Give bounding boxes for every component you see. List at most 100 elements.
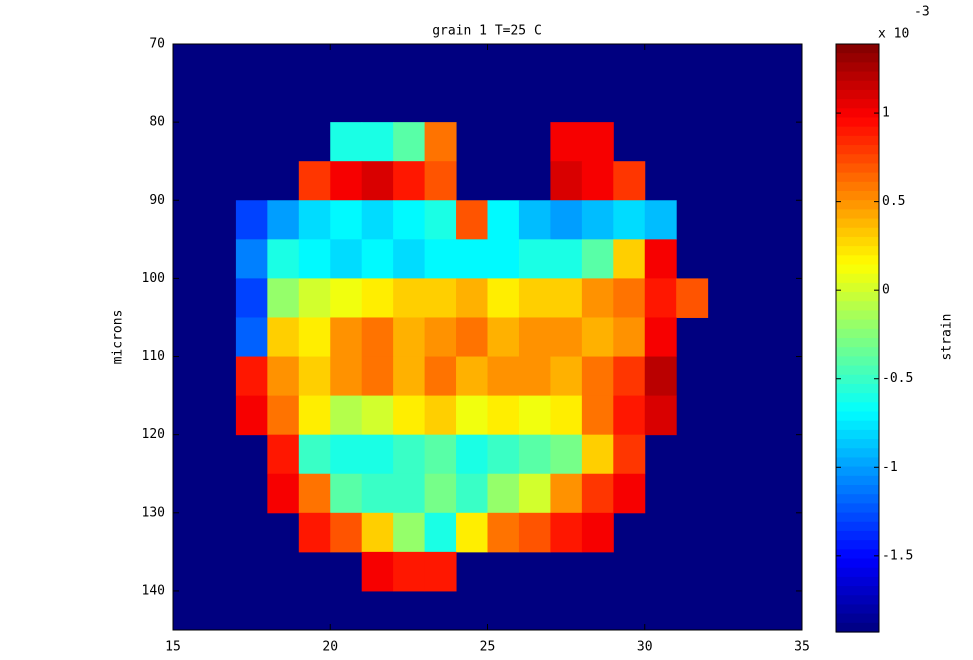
colorbar-segment: [836, 246, 879, 256]
colorbar-segment: [836, 209, 879, 220]
chart-title: grain 1 T=25 C: [432, 24, 542, 39]
heatmap-cell: [298, 200, 331, 240]
colorbar-segment: [836, 383, 879, 394]
heatmap-cell: [456, 434, 488, 475]
heatmap-cell: [330, 239, 363, 279]
heatmap-cell: [298, 278, 331, 318]
heatmap-cell: [235, 317, 268, 358]
heatmap-cell: [235, 356, 268, 397]
colorbar-segment: [836, 558, 879, 569]
colorbar-segment: [836, 503, 879, 514]
colorbar-segment: [836, 218, 879, 229]
heatmap-cell: [298, 161, 331, 201]
colorbar-segment: [836, 420, 879, 431]
heatmap-cell: [330, 317, 363, 358]
colorbar-segment: [836, 393, 879, 403]
colorbar-segment: [836, 301, 879, 312]
heatmap-cell: [235, 395, 268, 436]
heatmap-cell: [393, 239, 426, 279]
colorbar-segment: [836, 200, 879, 210]
colorbar-tick-label: 0.5: [882, 194, 905, 209]
heatmap-cell: [581, 512, 614, 553]
colorbar-segment: [836, 145, 879, 155]
heatmap-cell: [644, 200, 677, 240]
heatmap-cell: [581, 395, 614, 436]
heatmap-cell: [361, 434, 394, 475]
heatmap-cell: [487, 239, 520, 279]
heatmap-cell: [361, 239, 394, 279]
colorbar-segment: [836, 475, 879, 486]
colorbar-segment: [836, 264, 879, 275]
heatmap-cell: [235, 239, 268, 279]
heatmap-cell: [298, 317, 331, 358]
heatmap-cell: [613, 395, 646, 436]
heatmap-cell: [550, 473, 583, 514]
heatmap-cell: [676, 278, 709, 318]
heatmap-cell: [424, 122, 457, 162]
heatmap-cell: [456, 512, 488, 553]
heatmap-cell: [518, 395, 551, 436]
colorbar-segment: [836, 356, 879, 367]
heatmap-cell: [267, 317, 300, 358]
heatmap-cell: [581, 434, 614, 475]
heatmap-cell: [361, 395, 394, 436]
heatmap-cell: [361, 317, 394, 358]
colorbar-segment: [836, 457, 879, 468]
heatmap-cell: [550, 512, 583, 553]
heatmap-cell: [267, 473, 300, 514]
colorbar-segment: [836, 328, 879, 339]
heatmap-cell: [613, 239, 646, 279]
heatmap-cell: [424, 239, 457, 279]
heatmap-cell: [613, 356, 646, 397]
colorbar-segment: [836, 540, 879, 550]
colorbar-segment: [836, 429, 879, 440]
heatmap-cell: [267, 239, 300, 279]
colorbar-segment: [836, 576, 879, 587]
heatmap-cell: [581, 161, 614, 201]
heatmap-cell: [361, 200, 394, 240]
heatmap-cell: [456, 473, 488, 514]
colorbar-segment: [836, 273, 879, 284]
colorbar-frame: [835, 43, 880, 633]
colorbar-tick-label: -0.5: [882, 371, 913, 386]
heatmap-cell: [424, 551, 457, 592]
heatmap-cell: [550, 200, 583, 240]
heatmap-cell: [456, 317, 488, 358]
heatmap-cell: [235, 200, 268, 240]
colorbar-segment: [836, 512, 879, 523]
heatmap-cell: [456, 395, 488, 436]
colorbar-segment: [836, 135, 879, 146]
heatmap-cell: [550, 161, 583, 201]
heatmap-cell: [330, 395, 363, 436]
heatmap-cell: [298, 239, 331, 279]
heatmap-cell: [298, 473, 331, 514]
colorbar-segment: [836, 191, 879, 201]
heatmap-cell: [613, 317, 646, 358]
heatmap-cell: [487, 317, 520, 358]
heatmap-cell: [581, 239, 614, 279]
colorbar-segment: [836, 549, 879, 560]
colorbar-segment: [836, 117, 879, 128]
heatmap-cell: [424, 512, 457, 553]
heatmap-cell: [456, 239, 488, 279]
heatmap-cell: [456, 200, 488, 240]
heatmap-cell: [361, 512, 394, 553]
colorbar-tick-label: 1: [882, 106, 890, 121]
heatmap-cell: [518, 434, 551, 475]
heatmap-cell: [518, 473, 551, 514]
colorbar-segment: [836, 448, 879, 459]
heatmap-cell: [330, 278, 363, 318]
heatmap-cell: [393, 395, 426, 436]
heatmap-cell: [393, 122, 426, 162]
heatmap-cell: [424, 317, 457, 358]
colorbar-segment: [836, 494, 879, 504]
x-tick-label: 35: [794, 640, 810, 655]
heatmap-cell: [393, 356, 426, 397]
colorbar-segment: [836, 89, 879, 100]
colorbar-segment: [836, 71, 879, 82]
heatmap-cell: [456, 356, 488, 397]
colorbar-segment: [836, 62, 879, 73]
heatmap-cell: [361, 551, 394, 592]
y-tick-label: 140: [142, 583, 165, 598]
colorbar-segment: [836, 292, 879, 302]
